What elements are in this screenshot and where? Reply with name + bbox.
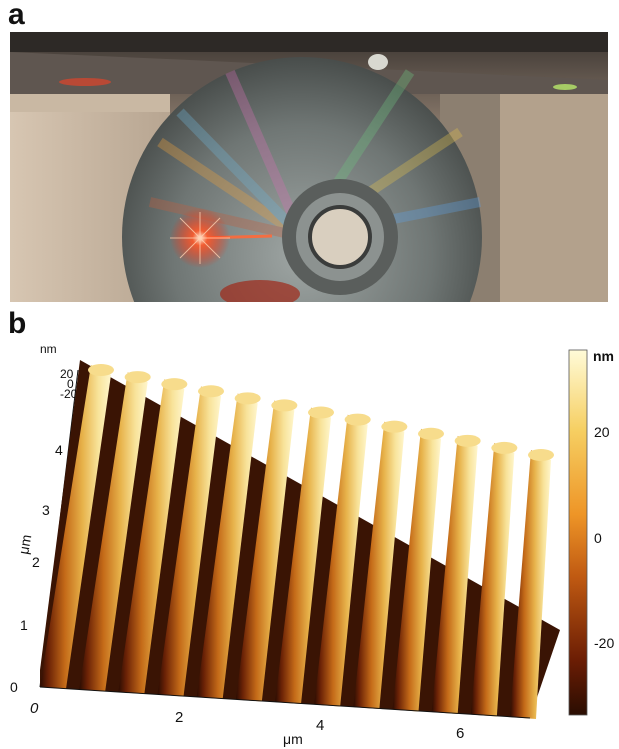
ridge-stripe — [235, 400, 295, 702]
ridge-stripe — [392, 428, 441, 712]
ridge-cap — [528, 449, 554, 461]
ridge-stripe — [510, 450, 551, 719]
ridge-stripe — [157, 386, 221, 697]
z-tick-label: -20 — [60, 387, 78, 401]
y-tick-label: 2 — [32, 554, 40, 570]
ridge-cap — [491, 441, 518, 454]
z-tick-label: 20 — [60, 367, 74, 381]
panel-a-label: a — [8, 0, 25, 31]
colorbar-tick-label: -20 — [594, 635, 614, 651]
ridge-stripe — [40, 365, 111, 689]
afm-topography-figure: nm 20 0 -20 0 1 2 3 4 μm 0 2 4 6 μm nm 2… — [10, 342, 614, 747]
ridge-cap — [198, 385, 224, 398]
x-tick-label: 2 — [175, 709, 183, 726]
z-axis-unit: nm — [40, 342, 57, 356]
ridge-stripe — [275, 407, 331, 704]
ridge-cap — [124, 371, 151, 384]
colorbar-unit: nm — [593, 348, 614, 364]
y-tick-label: 0 — [10, 679, 18, 695]
ridge-cap — [418, 427, 444, 440]
ridge-cap — [271, 399, 298, 412]
x-axis-unit: μm — [283, 731, 303, 747]
colorbar-tick-label: 20 — [594, 424, 610, 440]
y-axis-unit: μm — [15, 533, 34, 555]
ridge-cap — [454, 434, 481, 447]
y-tick-label: 3 — [42, 502, 50, 518]
ridge-stripe — [118, 379, 185, 694]
x-tick-label: 6 — [456, 725, 464, 742]
ridge-stripe — [314, 414, 368, 707]
ridge-stripe — [470, 442, 515, 717]
colorbar — [568, 349, 588, 716]
ridge-cap — [344, 413, 371, 426]
ridge-cap — [381, 420, 408, 433]
x-tick-label: 4 — [316, 717, 324, 734]
ridge-cap — [88, 364, 114, 376]
panel-b-label: b — [8, 307, 27, 340]
ridge-cap — [308, 406, 334, 419]
y-tick-label: 1 — [20, 617, 28, 633]
ridge-stripe — [196, 393, 258, 699]
ridge-stripe — [79, 372, 148, 692]
x-axis-line — [39, 686, 531, 719]
disc-laser-photo — [10, 32, 608, 302]
ridge-stripe — [353, 421, 405, 709]
ridge-cap — [161, 378, 188, 391]
ridge-surface — [40, 360, 560, 719]
y-tick-label: 4 — [55, 442, 63, 458]
ridge-cap — [234, 392, 261, 405]
z-tick-label: 0 — [67, 377, 74, 391]
colorbar-tick-label: 0 — [594, 530, 602, 546]
x-tick-label: 0 — [30, 700, 39, 717]
ridge-stripe — [431, 435, 478, 714]
